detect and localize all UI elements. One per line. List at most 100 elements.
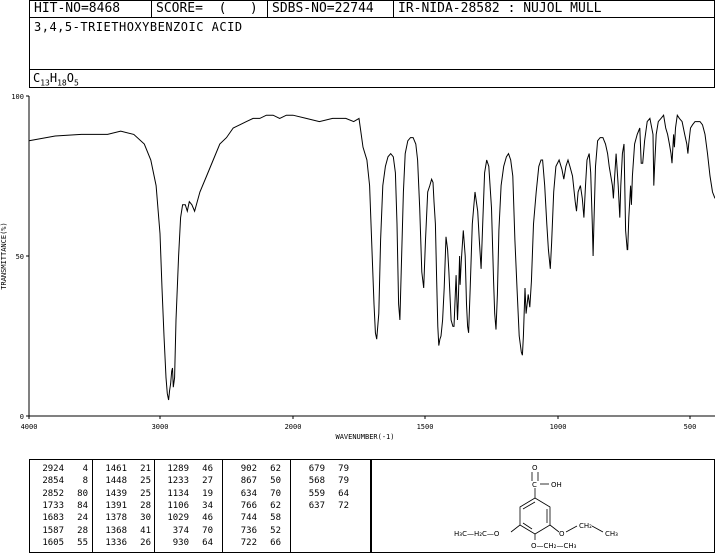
peak-wavenumber: 766 bbox=[240, 500, 257, 511]
peak-row: 634 70 bbox=[223, 489, 290, 501]
peak-row: 1733 84 bbox=[30, 501, 92, 513]
atom-o-top: O bbox=[532, 464, 538, 472]
atom-c: C bbox=[532, 481, 537, 489]
peak-row: 1289 46 bbox=[155, 464, 222, 476]
y-tick-label: 100 bbox=[11, 93, 24, 101]
peak-wavenumber: 736 bbox=[240, 525, 257, 536]
peak-row: 2852 80 bbox=[30, 489, 92, 501]
peak-row: 1391 28 bbox=[93, 501, 154, 513]
bottom-ethoxy: O—CH₂—CH₃ bbox=[531, 542, 577, 550]
peak-transmittance: 41 bbox=[140, 525, 151, 536]
peak-row: 744 58 bbox=[223, 513, 290, 525]
peak-transmittance: 30 bbox=[140, 513, 151, 524]
peak-row: 1106 34 bbox=[155, 501, 222, 513]
peak-wavenumber: 1683 bbox=[42, 513, 64, 524]
peak-row: 1134 19 bbox=[155, 489, 222, 501]
peak-wavenumber: 1134 bbox=[167, 488, 189, 499]
x-tick-label: 3000 bbox=[152, 423, 169, 431]
peak-transmittance: 24 bbox=[77, 513, 88, 524]
peak-row: 1605 55 bbox=[30, 538, 92, 550]
right-ch3: CH₃ bbox=[605, 530, 618, 538]
peak-row: 1233 27 bbox=[155, 476, 222, 488]
sdbs-no: SDBS-NO=22744 bbox=[267, 1, 393, 17]
score: SCORE= ( ) bbox=[151, 1, 267, 17]
peak-wavenumber: 930 bbox=[172, 537, 189, 548]
peak-row: 1683 24 bbox=[30, 513, 92, 525]
peak-row: 2854 8 bbox=[30, 476, 92, 488]
peak-row: 736 52 bbox=[223, 526, 290, 538]
peak-transmittance: 25 bbox=[140, 488, 151, 499]
peak-column: 1461 21 1448 25 1439 25 1391 28 1378 30 1368 41 1336… bbox=[92, 460, 154, 552]
peak-row: 930 64 bbox=[155, 538, 222, 550]
peak-transmittance: 79 bbox=[338, 464, 349, 474]
peak-wavenumber: 1029 bbox=[167, 513, 189, 524]
peak-column: 1289 46 1233 27 1134 19 1106 34 1029 46 374 70 930 64 bbox=[154, 460, 222, 552]
x-tick-label: 2000 bbox=[285, 423, 302, 431]
right-o: O bbox=[559, 530, 565, 538]
peak-wavenumber: 2852 bbox=[42, 488, 64, 499]
peak-column: 679 79 568 79 559 64 637 72 bbox=[290, 460, 370, 552]
peak-transmittance: 8 bbox=[82, 476, 88, 487]
peak-transmittance: 28 bbox=[140, 500, 151, 511]
peak-row: 1029 46 bbox=[155, 513, 222, 525]
peak-row: 559 64 bbox=[291, 489, 370, 501]
peak-transmittance: 25 bbox=[140, 476, 151, 487]
peak-wavenumber: 1733 bbox=[42, 500, 64, 511]
peak-row: 1587 28 bbox=[30, 526, 92, 538]
hit-no: HIT-NO=8468 bbox=[34, 1, 121, 16]
peak-wavenumber: 1448 bbox=[105, 476, 127, 487]
peak-transmittance: 80 bbox=[77, 488, 88, 499]
peak-transmittance: 79 bbox=[338, 476, 349, 487]
peak-wavenumber: 722 bbox=[240, 537, 257, 548]
peak-transmittance: 62 bbox=[270, 464, 281, 474]
peak-wavenumber: 568 bbox=[308, 476, 325, 487]
peak-row: 679 79 bbox=[291, 464, 370, 476]
formula-box: C13H18O5 bbox=[29, 69, 715, 88]
peak-wavenumber: 1439 bbox=[105, 488, 127, 499]
peak-transmittance: 46 bbox=[202, 513, 213, 524]
peak-wavenumber: 1289 bbox=[167, 464, 189, 474]
peak-transmittance: 26 bbox=[140, 537, 151, 548]
molecule-structure: O C OH H₃C—H₂C—O O CH₂ CH₃ O—CH₂—CH₃ bbox=[454, 464, 618, 550]
y-ticks: 0 50 100 bbox=[11, 93, 29, 421]
peak-transmittance: 19 bbox=[202, 488, 213, 499]
peak-transmittance: 62 bbox=[270, 500, 281, 511]
peak-transmittance: 84 bbox=[77, 500, 88, 511]
peak-wavenumber: 679 bbox=[308, 464, 325, 474]
peak-transmittance: 66 bbox=[270, 537, 281, 548]
peak-wavenumber: 1336 bbox=[105, 537, 127, 548]
peak-wavenumber: 1587 bbox=[42, 525, 64, 536]
peak-transmittance: 64 bbox=[338, 488, 349, 499]
peak-row: 637 72 bbox=[291, 501, 370, 513]
x-tick-label: 500 bbox=[684, 423, 697, 431]
peak-table: 2924 4 2854 8 2852 80 1733 84 1683 24 1587 28 1605 55… bbox=[29, 459, 371, 553]
peak-wavenumber: 1461 bbox=[105, 464, 127, 474]
peak-column: 902 62 867 50 634 70 766 62 744 58 736 52 722 66 bbox=[222, 460, 290, 552]
peak-wavenumber: 559 bbox=[308, 488, 325, 499]
peak-wavenumber: 2924 bbox=[42, 464, 64, 474]
peak-row: 902 62 bbox=[223, 464, 290, 476]
peak-row: 568 79 bbox=[291, 476, 370, 488]
peak-wavenumber: 2854 bbox=[42, 476, 64, 487]
compound-box: 3,4,5-TRIETHOXYBENZOIC ACID bbox=[29, 17, 715, 70]
peak-wavenumber: 902 bbox=[240, 464, 257, 474]
x-ticks: 4000 3000 2000 1500 1000 500 bbox=[21, 416, 697, 431]
right-ch2: CH₂ bbox=[579, 522, 592, 530]
peak-wavenumber: 1605 bbox=[42, 537, 64, 548]
peak-wavenumber: 637 bbox=[308, 500, 325, 511]
peak-row: 722 66 bbox=[223, 538, 290, 550]
peak-wavenumber: 1391 bbox=[105, 500, 127, 511]
peak-row: 374 70 bbox=[155, 526, 222, 538]
peak-row: 1448 25 bbox=[93, 476, 154, 488]
peak-row: 2924 4 bbox=[30, 464, 92, 476]
peak-transmittance: 55 bbox=[77, 537, 88, 548]
peak-row: 1368 41 bbox=[93, 526, 154, 538]
peak-wavenumber: 1106 bbox=[167, 500, 189, 511]
spectrum-line bbox=[28, 113, 715, 401]
peak-wavenumber: 867 bbox=[240, 476, 257, 487]
peak-transmittance: 34 bbox=[202, 500, 213, 511]
peak-row: 1439 25 bbox=[93, 489, 154, 501]
peak-wavenumber: 374 bbox=[172, 525, 189, 536]
peak-transmittance: 64 bbox=[202, 537, 213, 548]
header-bar: HIT-NO=8468 SCORE= ( ) SDBS-NO=22744 IR-… bbox=[29, 0, 715, 18]
